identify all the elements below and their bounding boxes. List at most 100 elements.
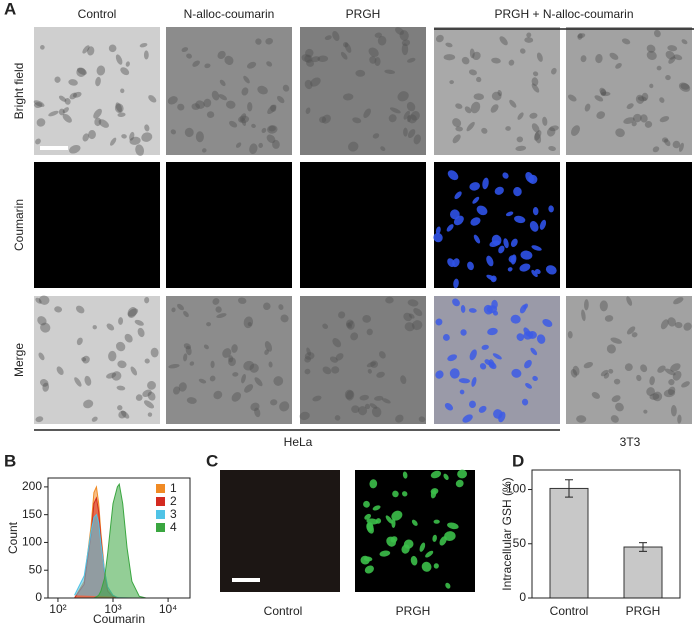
cell — [599, 87, 607, 96]
cell — [56, 366, 64, 375]
cell — [444, 531, 456, 541]
cell — [355, 69, 366, 77]
cell — [643, 409, 648, 414]
cell — [231, 392, 242, 402]
cell — [674, 321, 683, 329]
cell — [470, 217, 481, 226]
cell — [542, 318, 553, 327]
cell — [215, 306, 222, 313]
cell — [241, 373, 246, 384]
cell — [148, 95, 157, 103]
cell — [352, 117, 362, 124]
micrograph — [166, 296, 292, 424]
cell — [243, 316, 254, 329]
cell — [443, 54, 456, 61]
cell — [678, 82, 691, 92]
cell — [572, 365, 580, 376]
cell — [615, 62, 622, 69]
panel-label: D — [512, 451, 524, 470]
cell — [278, 304, 284, 310]
cell — [81, 357, 87, 362]
cell — [584, 103, 591, 112]
scale-bar — [40, 146, 68, 150]
x-tick-label: Control — [550, 604, 589, 618]
cell — [68, 79, 78, 86]
cell — [476, 205, 488, 216]
cell — [430, 488, 439, 495]
cell — [606, 344, 616, 354]
cell — [531, 83, 540, 93]
cell — [386, 536, 397, 547]
cell — [661, 137, 669, 143]
cell — [244, 384, 254, 393]
cell — [75, 305, 85, 314]
error-bar — [639, 542, 647, 552]
cell — [410, 111, 420, 121]
cell — [344, 389, 354, 400]
cell — [261, 127, 267, 133]
cell — [364, 403, 371, 410]
cell — [515, 145, 527, 151]
cell — [407, 299, 419, 307]
cell — [611, 395, 621, 403]
cell — [459, 389, 465, 395]
cell — [521, 398, 529, 406]
cell — [76, 67, 87, 75]
cell — [497, 89, 502, 97]
cell — [435, 370, 444, 379]
row-label: Bright field — [12, 63, 26, 120]
cell — [524, 359, 532, 369]
cell — [384, 69, 396, 74]
cell — [406, 101, 416, 112]
cell — [129, 136, 141, 145]
cell — [93, 108, 102, 119]
cell — [449, 80, 454, 85]
cell — [364, 565, 374, 574]
cell — [520, 48, 526, 54]
cell — [672, 370, 682, 381]
cell — [181, 47, 189, 53]
cell — [399, 30, 409, 41]
panel-label: A — [4, 0, 16, 18]
cell — [35, 416, 44, 423]
cell — [514, 215, 526, 224]
cell — [38, 352, 45, 361]
cell — [646, 50, 657, 61]
cell — [433, 519, 440, 524]
cell — [659, 116, 670, 123]
cell — [646, 387, 655, 397]
cell — [106, 323, 115, 331]
cell — [372, 133, 380, 139]
cell — [321, 114, 331, 124]
cell — [210, 360, 215, 369]
cell — [391, 518, 396, 529]
cell — [413, 308, 423, 317]
cell — [594, 95, 604, 102]
cell — [117, 112, 126, 118]
cell — [604, 315, 614, 322]
cell — [33, 102, 43, 108]
x-tick-label: 10⁴ — [159, 602, 178, 616]
cell — [400, 375, 407, 385]
cell — [425, 550, 434, 558]
cell — [206, 322, 212, 327]
cell — [203, 98, 212, 108]
cell — [493, 409, 503, 419]
cell — [203, 344, 209, 350]
cell — [304, 79, 313, 90]
cell — [442, 334, 450, 341]
cell — [231, 344, 238, 353]
cell — [460, 329, 467, 336]
cell — [613, 378, 621, 385]
cell — [551, 67, 557, 75]
legend-swatch — [156, 523, 165, 532]
cell — [652, 146, 660, 153]
cell — [279, 401, 290, 412]
cell — [453, 215, 464, 226]
row-label: Merge — [12, 343, 26, 377]
cell — [246, 61, 257, 69]
cell — [443, 473, 449, 480]
panel-label: B — [4, 451, 16, 470]
cell — [358, 406, 368, 416]
cell — [125, 61, 130, 67]
